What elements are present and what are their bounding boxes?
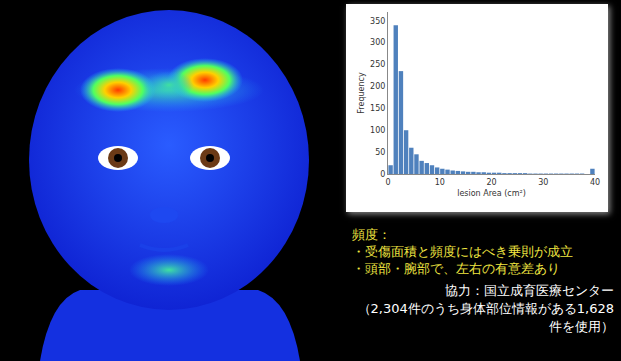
- html-text:（2,304件のうち身体部位情報がある1,628件を使用）: （2,304件のうち身体部位情報がある1,628件を使用）: [357, 301, 614, 334]
- html-text:・受傷面積と頻度にはべき乗則が成立: ・受傷面積と頻度にはべき乗則が成立: [352, 244, 573, 259]
- svg-text:100: 100: [370, 126, 385, 135]
- html-text:協力：国立成育医療センター: 協力：国立成育医療センター: [445, 283, 614, 298]
- svg-text:50: 50: [375, 148, 385, 157]
- svg-text:150: 150: [370, 104, 385, 113]
- svg-text:Frequency: Frequency: [357, 72, 366, 114]
- svg-text:0: 0: [380, 170, 385, 179]
- html-text:・頭部・腕部で、左右の有意差あり: ・頭部・腕部で、左右の有意差あり: [352, 261, 560, 276]
- svg-text:0: 0: [385, 178, 390, 187]
- html-text:頻度：: 頻度：: [352, 227, 391, 242]
- svg-text:40: 40: [590, 178, 600, 187]
- svg-text:10: 10: [435, 178, 445, 187]
- svg-text:200: 200: [370, 82, 385, 91]
- svg-text:350: 350: [370, 17, 385, 26]
- svg-text:250: 250: [370, 60, 385, 69]
- svg-text:lesion Area (cm²): lesion Area (cm²): [457, 189, 526, 198]
- svg-text:20: 20: [486, 178, 496, 187]
- svg-text:300: 300: [370, 38, 385, 47]
- svg-text:30: 30: [538, 178, 548, 187]
